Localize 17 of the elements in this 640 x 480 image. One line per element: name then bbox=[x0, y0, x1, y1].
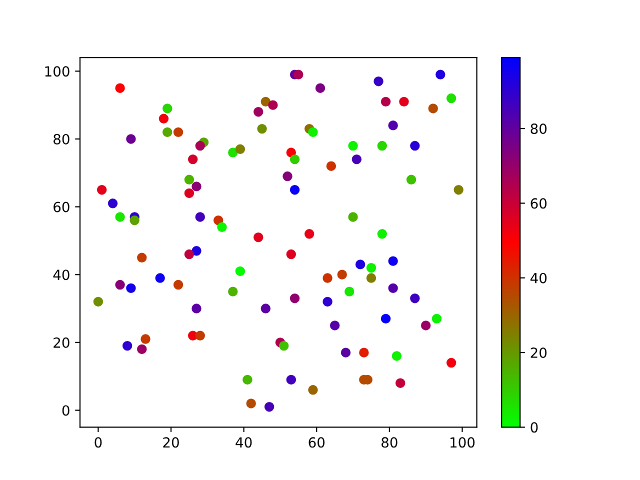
x-tick-label: 20 bbox=[163, 437, 179, 448]
x-tick-label: 40 bbox=[236, 437, 252, 448]
y-tick-label: 100 bbox=[45, 66, 70, 77]
x-tick-label: 100 bbox=[450, 437, 475, 448]
x-tick-label: 80 bbox=[382, 437, 398, 448]
y-tick-label: 20 bbox=[54, 337, 70, 348]
color-bar-label: 40 bbox=[530, 272, 547, 284]
color-bar-label: 20 bbox=[530, 348, 547, 358]
color-bar-label: 0 bbox=[530, 422, 538, 433]
color-bar-label: 60 bbox=[530, 198, 547, 209]
y-tick-label: 0 bbox=[62, 405, 70, 416]
y-tick-label: 60 bbox=[54, 202, 70, 212]
x-tick-label: 0 bbox=[94, 437, 102, 448]
y-tick-label: 80 bbox=[54, 134, 70, 144]
y-tick-label: 40 bbox=[53, 270, 70, 280]
color-bar-label: 80 bbox=[530, 124, 547, 134]
x-tick-label: 60 bbox=[308, 437, 325, 448]
